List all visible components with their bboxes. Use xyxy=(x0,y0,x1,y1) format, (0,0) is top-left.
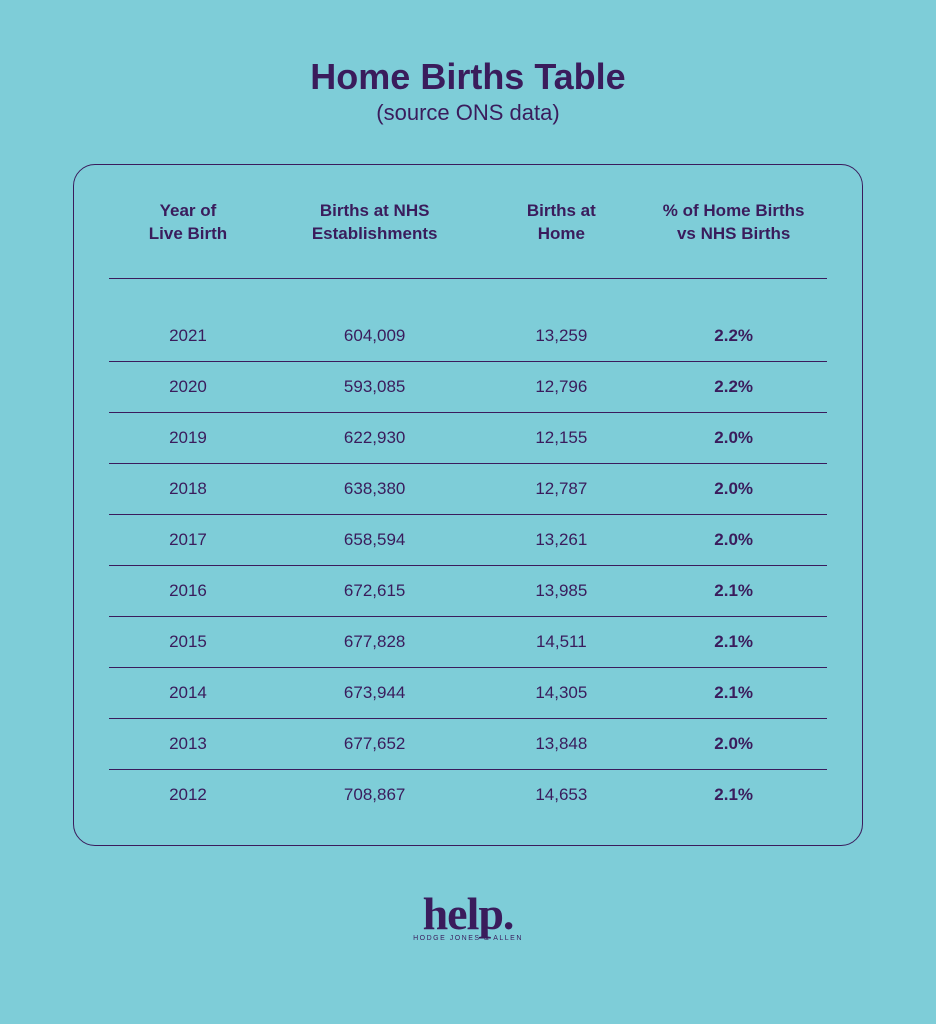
cell-pct: 2.0% xyxy=(640,514,827,565)
logo-text: help. xyxy=(413,891,523,937)
cell-year: 2021 xyxy=(109,311,267,362)
table-row: 2019622,93012,1552.0% xyxy=(109,412,827,463)
cell-home: 12,155 xyxy=(482,412,640,463)
cell-year: 2019 xyxy=(109,412,267,463)
cell-year: 2013 xyxy=(109,718,267,769)
table-row: 2018638,38012,7872.0% xyxy=(109,463,827,514)
cell-pct: 2.1% xyxy=(640,565,827,616)
cell-nhs: 622,930 xyxy=(267,412,482,463)
col-header-home: Births atHome xyxy=(482,200,640,278)
cell-year: 2018 xyxy=(109,463,267,514)
cell-nhs: 677,828 xyxy=(267,616,482,667)
cell-year: 2016 xyxy=(109,565,267,616)
cell-nhs: 677,652 xyxy=(267,718,482,769)
cell-home: 12,787 xyxy=(482,463,640,514)
col-header-year: Year ofLive Birth xyxy=(109,200,267,278)
table-row: 2021604,00913,2592.2% xyxy=(109,311,827,362)
cell-nhs: 593,085 xyxy=(267,361,482,412)
cell-nhs: 638,380 xyxy=(267,463,482,514)
cell-pct: 2.1% xyxy=(640,616,827,667)
cell-pct: 2.2% xyxy=(640,311,827,362)
births-table: Year ofLive Birth Births at NHSEstablish… xyxy=(109,200,827,819)
cell-home: 13,848 xyxy=(482,718,640,769)
cell-year: 2020 xyxy=(109,361,267,412)
cell-year: 2017 xyxy=(109,514,267,565)
table-header-row: Year ofLive Birth Births at NHSEstablish… xyxy=(109,200,827,278)
table-row: 2020593,08512,7962.2% xyxy=(109,361,827,412)
cell-home: 14,653 xyxy=(482,769,640,820)
col-header-pct: % of Home Birthsvs NHS Births xyxy=(640,200,827,278)
cell-nhs: 658,594 xyxy=(267,514,482,565)
cell-nhs: 604,009 xyxy=(267,311,482,362)
cell-nhs: 708,867 xyxy=(267,769,482,820)
logo-subtext: HODGE JONES & ALLEN xyxy=(413,935,523,942)
cell-pct: 2.1% xyxy=(640,667,827,718)
cell-pct: 2.0% xyxy=(640,718,827,769)
cell-pct: 2.1% xyxy=(640,769,827,820)
logo: help. HODGE JONES & ALLEN xyxy=(413,891,523,942)
cell-year: 2014 xyxy=(109,667,267,718)
table-container: Year ofLive Birth Births at NHSEstablish… xyxy=(73,164,863,845)
cell-home: 14,305 xyxy=(482,667,640,718)
page-subtitle: (source ONS data) xyxy=(376,100,559,126)
table-row: 2015677,82814,5112.1% xyxy=(109,616,827,667)
cell-home: 12,796 xyxy=(482,361,640,412)
cell-home: 14,511 xyxy=(482,616,640,667)
cell-pct: 2.2% xyxy=(640,361,827,412)
cell-pct: 2.0% xyxy=(640,412,827,463)
cell-home: 13,259 xyxy=(482,311,640,362)
cell-pct: 2.0% xyxy=(640,463,827,514)
table-row: 2016672,61513,9852.1% xyxy=(109,565,827,616)
table-row: 2013677,65213,8482.0% xyxy=(109,718,827,769)
cell-nhs: 672,615 xyxy=(267,565,482,616)
cell-nhs: 673,944 xyxy=(267,667,482,718)
cell-year: 2012 xyxy=(109,769,267,820)
cell-home: 13,261 xyxy=(482,514,640,565)
col-header-nhs: Births at NHSEstablishments xyxy=(267,200,482,278)
table-row: 2017658,59413,2612.0% xyxy=(109,514,827,565)
table-row: 2012708,86714,6532.1% xyxy=(109,769,827,820)
cell-year: 2015 xyxy=(109,616,267,667)
table-row: 2014673,94414,3052.1% xyxy=(109,667,827,718)
page-title: Home Births Table xyxy=(310,55,625,98)
cell-home: 13,985 xyxy=(482,565,640,616)
